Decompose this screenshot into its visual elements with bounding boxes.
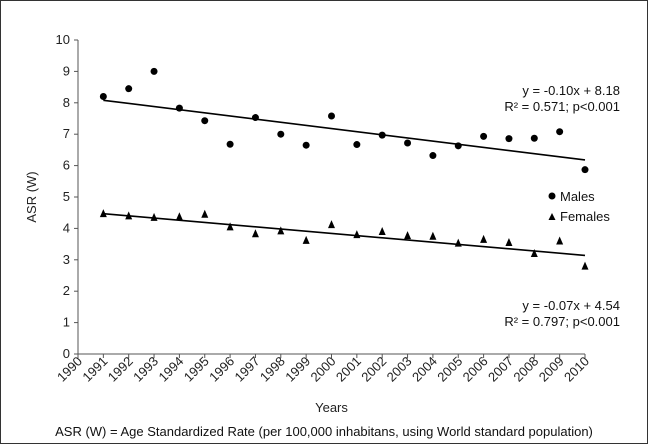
y-axis-title: ASR (W) xyxy=(24,171,39,222)
data-point-females xyxy=(378,227,386,236)
x-tick-label: 1995 xyxy=(181,354,212,385)
x-tick-label: 2008 xyxy=(510,354,541,385)
y-tick-label: 0 xyxy=(63,346,70,361)
data-point-males xyxy=(480,132,488,140)
data-point-males xyxy=(175,104,183,112)
data-point-males xyxy=(302,141,310,149)
x-tick-label: 2000 xyxy=(308,354,339,385)
data-point-females xyxy=(530,249,538,258)
data-point-males xyxy=(581,166,589,174)
data-point-males xyxy=(150,67,158,75)
data-point-females xyxy=(404,231,412,240)
data-point-males xyxy=(277,130,285,138)
data-point-males xyxy=(429,152,437,160)
data-point-females xyxy=(99,209,107,218)
y-tick-label: 3 xyxy=(63,252,70,267)
legend-marker-females xyxy=(548,213,556,220)
females-equation: y = -0.07x + 4.54 xyxy=(522,298,620,313)
data-point-males xyxy=(226,140,234,148)
x-tick-label: 1993 xyxy=(130,354,161,385)
data-point-females xyxy=(480,234,488,243)
data-point-males xyxy=(454,142,462,150)
data-point-males xyxy=(99,93,107,101)
data-point-females xyxy=(175,212,183,221)
y-tick-label: 8 xyxy=(63,95,70,110)
x-tick-label: 2010 xyxy=(561,354,592,385)
legend-label-females: Females xyxy=(560,209,610,224)
y-tick-label: 10 xyxy=(56,32,70,47)
x-tick-label: 2009 xyxy=(536,354,567,385)
x-tick-label: 1990 xyxy=(54,354,85,385)
data-point-males xyxy=(201,117,209,125)
data-point-females xyxy=(302,235,310,244)
legend-label-males: Males xyxy=(560,189,595,204)
data-point-males xyxy=(556,128,564,136)
data-point-males xyxy=(353,141,361,149)
data-point-males xyxy=(530,134,538,142)
x-tick-label: 1994 xyxy=(155,354,186,385)
data-point-males xyxy=(251,114,259,122)
data-point-females xyxy=(556,236,564,245)
data-point-females xyxy=(150,212,158,221)
data-point-females xyxy=(251,229,259,238)
trendline-females xyxy=(103,212,586,257)
x-tick-label: 2005 xyxy=(434,354,465,385)
males-r2: R² = 0.571; p<0.001 xyxy=(504,99,620,114)
x-tick-label: 1992 xyxy=(105,354,136,385)
x-tick-label: 1996 xyxy=(206,354,237,385)
x-tick-label: 1991 xyxy=(79,354,110,385)
x-tick-label: 1999 xyxy=(282,354,313,385)
x-tick-label: 1998 xyxy=(257,354,288,385)
data-point-females xyxy=(454,238,462,247)
y-tick-label: 6 xyxy=(63,158,70,173)
data-point-males xyxy=(505,135,513,143)
x-tick-label: 2006 xyxy=(460,354,491,385)
y-tick-label: 9 xyxy=(63,63,70,78)
data-point-females xyxy=(328,220,335,229)
data-point-females xyxy=(429,231,437,240)
x-tick-label: 1997 xyxy=(232,354,263,385)
x-tick-label: 2007 xyxy=(485,354,516,385)
data-point-males xyxy=(378,131,386,139)
data-point-males xyxy=(328,112,335,120)
males-equation: y = -0.10x + 8.18 xyxy=(522,83,620,98)
y-tick-label: 7 xyxy=(63,126,70,141)
x-tick-label: 2003 xyxy=(384,354,415,385)
x-tick-label: 2004 xyxy=(409,354,440,385)
data-point-females xyxy=(201,209,209,218)
x-tick-label: 2002 xyxy=(358,354,389,385)
data-point-males xyxy=(125,85,133,93)
data-point-females xyxy=(353,230,361,239)
data-point-males xyxy=(404,139,412,147)
x-tick-label: 2001 xyxy=(333,354,364,385)
y-tick-label: 2 xyxy=(63,283,70,298)
data-point-females xyxy=(226,222,234,231)
females-r2: R² = 0.797; p<0.001 xyxy=(504,314,620,329)
y-tick-label: 4 xyxy=(63,220,70,235)
data-point-females xyxy=(277,226,285,235)
data-point-females xyxy=(125,211,133,220)
legend-marker-males xyxy=(548,192,556,200)
data-point-females xyxy=(581,261,589,270)
y-tick-label: 5 xyxy=(63,189,70,204)
data-point-females xyxy=(505,238,513,247)
trendline-males xyxy=(103,99,586,161)
chart-footnote: ASR (W) = Age Standardized Rate (per 100… xyxy=(55,424,593,439)
x-axis-title: Years xyxy=(315,400,348,415)
y-tick-label: 1 xyxy=(63,315,70,330)
